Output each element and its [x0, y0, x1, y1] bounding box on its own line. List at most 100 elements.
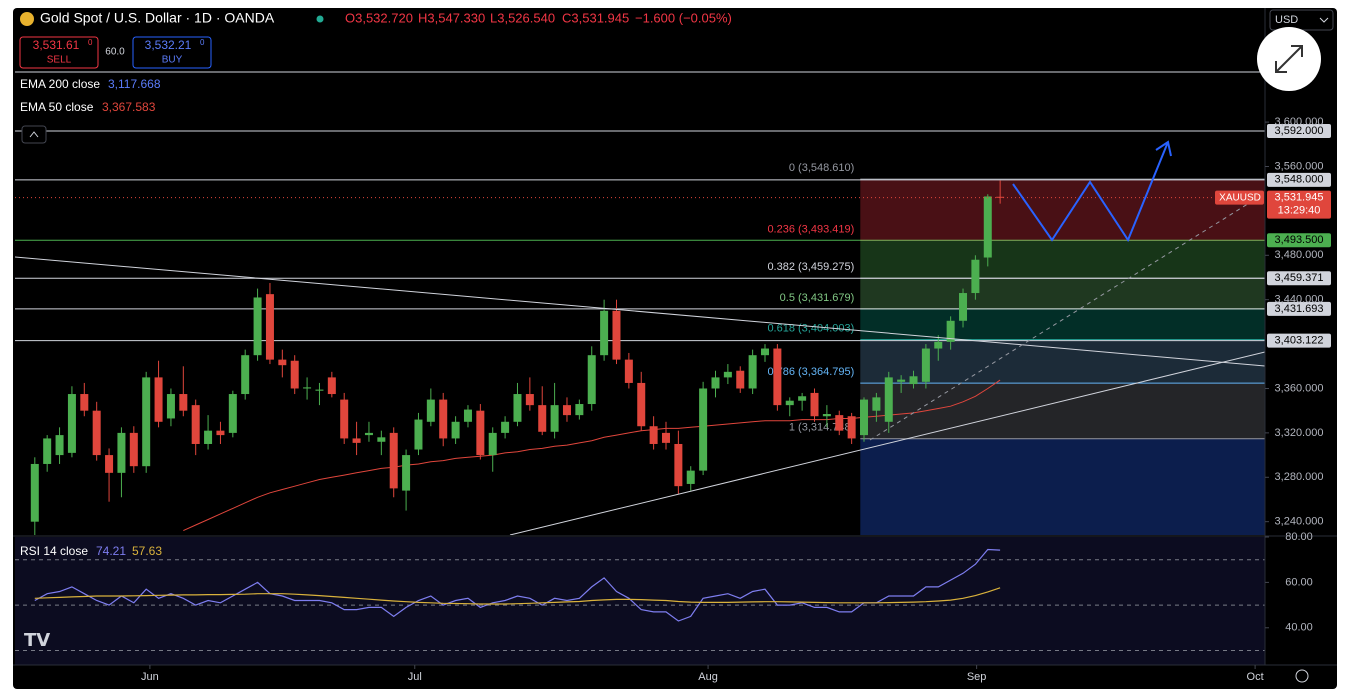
- candle-body: [525, 394, 534, 406]
- candle-body: [43, 438, 52, 464]
- candle-body: [884, 377, 893, 422]
- candle-body: [340, 399, 349, 439]
- fib-band: [860, 240, 1265, 279]
- buy-sup: 0: [200, 38, 205, 47]
- rsi-background: [15, 537, 1265, 665]
- settings-icon[interactable]: [1295, 669, 1309, 683]
- x-tick-label: Sep: [967, 671, 987, 683]
- symbol-icon: [20, 12, 34, 26]
- sell-price: 3,531.61: [33, 38, 80, 52]
- candle-body: [142, 377, 151, 467]
- x-tick-label: Jul: [408, 671, 422, 683]
- candle-body: [315, 389, 324, 391]
- fib-label: 0.382 (3,459.275): [767, 261, 854, 273]
- logo: 𝗧𝗩: [24, 630, 50, 650]
- price-line-label: 3,493.500: [1275, 234, 1324, 246]
- legend-rsi: RSI 14 close: [20, 544, 88, 558]
- candle-body: [773, 348, 782, 406]
- legend-rsi-ma-value: 57.63: [132, 544, 162, 558]
- trend-line: [509, 351, 1265, 535]
- candle-body: [513, 394, 522, 422]
- axes: 3,592.000 3,548.000 3,493.500 3,459.371 3,43…: [141, 116, 1331, 683]
- candle-body: [538, 405, 547, 432]
- y-tick-label: 3,440.000: [1275, 294, 1324, 306]
- dashed-trend: [869, 194, 1263, 441]
- candle-body: [129, 432, 138, 467]
- candle-body: [983, 196, 992, 258]
- candle-body: [265, 294, 274, 360]
- price-line-label-box: [1267, 271, 1331, 286]
- price-line-label-box: [1267, 333, 1331, 348]
- candle-body: [860, 399, 869, 436]
- candle-body: [835, 415, 844, 431]
- candle-body: [241, 355, 250, 395]
- x-tick-label: Aug: [698, 671, 718, 683]
- y-tick-label: 3,480.000: [1275, 249, 1324, 261]
- overlay: Gold Spot / U.S. Dollar · 1D · OANDA O3,…: [19, 9, 1334, 683]
- candle-body: [451, 421, 460, 439]
- candle-body: [253, 297, 262, 356]
- candle-body: [216, 430, 225, 436]
- y-tick-label: 3,360.000: [1275, 382, 1324, 394]
- candle-body: [278, 359, 287, 366]
- chart-background: [13, 8, 1337, 689]
- expand-icon: [1275, 45, 1303, 73]
- candle-body: [897, 379, 906, 382]
- candle-body: [439, 399, 448, 439]
- candle-body: [971, 259, 980, 294]
- candle-body: [191, 405, 200, 444]
- y-tick-label: 3,280.000: [1275, 471, 1324, 483]
- ohlc-close: C3,531.945: [562, 10, 629, 25]
- price-line-label: 3,459.371: [1275, 272, 1324, 284]
- candle-body: [426, 399, 435, 422]
- candle-body: [204, 430, 213, 444]
- fib-band: [860, 339, 1265, 384]
- candle-body: [67, 394, 76, 453]
- x-tick-label: Jun: [141, 671, 159, 683]
- fib-band: [860, 308, 1265, 340]
- collapse-button[interactable]: [21, 125, 47, 144]
- candle-body: [612, 310, 621, 360]
- fib-label: 0.618 (3,404.003): [767, 323, 854, 335]
- rsi-y-tick-label: 60.00: [1285, 576, 1313, 588]
- last-price-box: [1267, 190, 1331, 219]
- ohlc-low: L3,526.540: [490, 10, 555, 25]
- price-line-label-box: [1267, 233, 1331, 248]
- candle-body: [364, 432, 373, 436]
- candle-body: [80, 394, 89, 411]
- candle-body: [154, 377, 163, 422]
- buy-button[interactable]: [132, 36, 212, 69]
- rsi-line: [34, 548, 1001, 622]
- sell-button[interactable]: [19, 36, 99, 69]
- rsi-y-tick-label: 40.00: [1285, 622, 1313, 634]
- collapse-icon: [29, 131, 39, 138]
- candle-body: [798, 396, 807, 401]
- last-price-label: 3,531.945: [1275, 192, 1324, 204]
- legend-ema200: EMA 200 close: [20, 77, 100, 91]
- candle-body: [352, 438, 361, 443]
- status-dot: [316, 15, 324, 23]
- chart-title: Gold Spot / U.S. Dollar · 1D · OANDA: [40, 10, 275, 26]
- legend-ema50-value: 3,367.583: [102, 100, 156, 114]
- y-tick-label: 3,320.000: [1275, 427, 1324, 439]
- candle-body: [909, 376, 918, 385]
- price-line-label-box: [1267, 123, 1331, 138]
- candle-body: [761, 348, 769, 356]
- candle-body: [117, 432, 126, 473]
- ohlc-open: O3,532.720: [345, 10, 413, 25]
- candle-body: [822, 414, 831, 417]
- candle-body: [810, 392, 819, 417]
- trend-line: [15, 256, 1265, 367]
- price-line-label: 3,403.122: [1275, 335, 1324, 347]
- candle-body: [736, 370, 745, 389]
- drawings: [15, 71, 1265, 535]
- fib-label: 0.236 (3,493.419): [767, 223, 854, 235]
- ohlc-change: −1.600 (−0.05%): [635, 10, 732, 25]
- candle-body: [959, 293, 968, 321]
- candle-body: [934, 341, 943, 349]
- projection-path: [1012, 141, 1169, 243]
- candle-body: [327, 377, 336, 395]
- candle-body: [649, 426, 658, 444]
